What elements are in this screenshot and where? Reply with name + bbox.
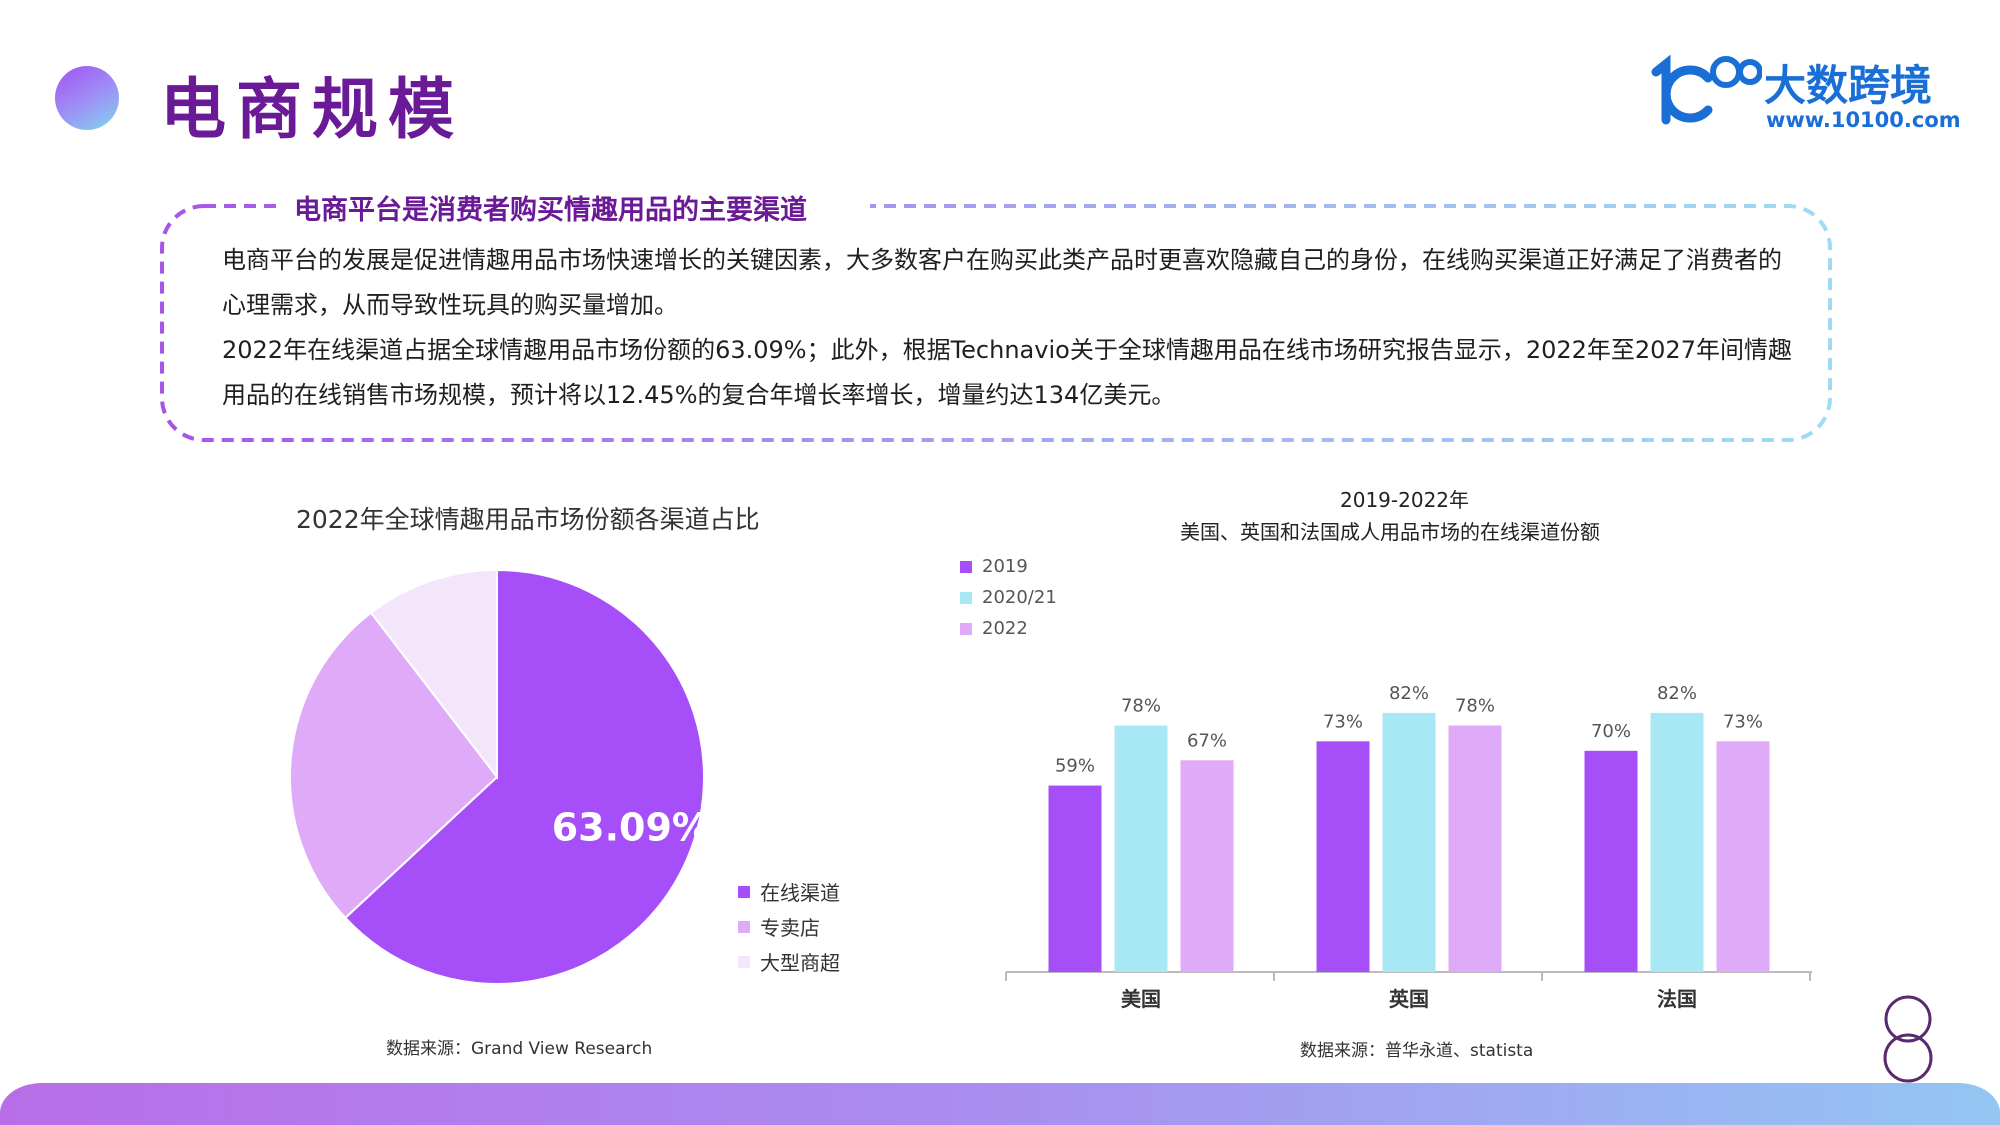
legend-label: 2020/21 [982, 587, 1057, 608]
legend-swatch [960, 622, 972, 635]
legend-swatch [960, 591, 972, 604]
bar-legend-item: 2022 [960, 613, 1057, 644]
summary-heading-mask [280, 186, 870, 226]
bar-data-label: 70% [1591, 721, 1631, 742]
legend-swatch [960, 560, 972, 573]
logo-mark-icon [1651, 54, 1762, 125]
bar [1180, 760, 1234, 972]
title-bullet-icon [55, 66, 119, 130]
legend-swatch [738, 955, 750, 968]
bar-data-label: 73% [1323, 711, 1363, 732]
bar-chart: 59% 78% 67% 美国 73% 82% 78% 英国 70% 82% 73% 法国 [1005, 683, 1812, 1011]
page-title: 电商规模 [160, 71, 464, 148]
bar-data-label: 78% [1455, 696, 1495, 717]
bar [1584, 750, 1638, 972]
pie-source: 数据来源：Grand View Research [386, 1039, 653, 1059]
pie-legend-item: 专卖店 [738, 909, 840, 944]
pie-chart: 63.09% [289, 568, 710, 985]
bar [1448, 725, 1502, 972]
summary-heading: 电商平台是消费者购买情趣用品的主要渠道 [294, 195, 807, 226]
bar [1382, 712, 1436, 972]
legend-label: 2019 [982, 556, 1028, 577]
page-number: 8 [1883, 995, 1933, 1083]
pie-legend: 在线渠道专卖店大型商超 [738, 874, 840, 979]
summary-paragraph-2: 2022年在线渠道占据全球情趣用品市场份额的63.09%；此外，根据Techna… [222, 336, 1792, 409]
pie-slice-2 [289, 611, 499, 920]
bar-data-label: 59% [1055, 756, 1095, 777]
summary-paragraph-1: 电商平台的发展是促进情趣用品市场快速增长的关键因素，大多数客户在购买此类产品时更… [222, 246, 1782, 319]
pie-slice-3 [369, 568, 498, 780]
pie-chart-title: 2022年全球情趣用品市场份额各渠道占比 [296, 505, 760, 534]
pie-data-label: 63.09% [552, 806, 710, 850]
pie-legend-item: 大型商超 [738, 944, 840, 979]
legend-swatch [738, 885, 750, 898]
bar [1716, 741, 1770, 972]
bar [1048, 785, 1102, 972]
bar-source: 数据来源：普华永道、statista [1300, 1041, 1534, 1061]
bar-chart-title: 2019-2022年 [1340, 488, 1470, 512]
x-tick-label: 法国 [1657, 987, 1697, 1011]
x-tick-label: 英国 [1389, 987, 1429, 1011]
footer-band [0, 1083, 2000, 1125]
bar-data-label: 82% [1657, 683, 1697, 704]
logo-url: www.10100.com [1766, 108, 1961, 132]
legend-label: 在线渠道 [760, 881, 840, 905]
bar [1114, 725, 1168, 972]
logo-name: 大数跨境 [1764, 61, 1933, 110]
summary-box-border [160, 204, 1832, 442]
legend-label: 2022 [982, 618, 1028, 639]
bar-data-label: 82% [1389, 683, 1429, 704]
bar [1650, 712, 1704, 972]
pie-slice-1 [343, 568, 705, 985]
bar [1316, 741, 1370, 972]
legend-swatch [738, 920, 750, 933]
bar-data-label: 67% [1187, 730, 1227, 751]
bar-legend-item: 2020/21 [960, 582, 1057, 613]
bar-data-label: 73% [1723, 711, 1763, 732]
bar-data-label: 78% [1121, 696, 1161, 717]
pie-legend-item: 在线渠道 [738, 874, 840, 909]
legend-label: 专卖店 [760, 916, 820, 940]
bar-legend-item: 2019 [960, 551, 1057, 582]
x-tick-label: 美国 [1121, 987, 1161, 1011]
bar-legend: 2019 2020/21 2022 [960, 551, 1057, 644]
legend-label: 大型商超 [760, 951, 840, 975]
bar-chart-subtitle: 美国、英国和法国成人用品市场的在线渠道份额 [1180, 520, 1600, 544]
brand-logo[interactable]: 大数跨境 www.10100.com [1650, 50, 1961, 140]
